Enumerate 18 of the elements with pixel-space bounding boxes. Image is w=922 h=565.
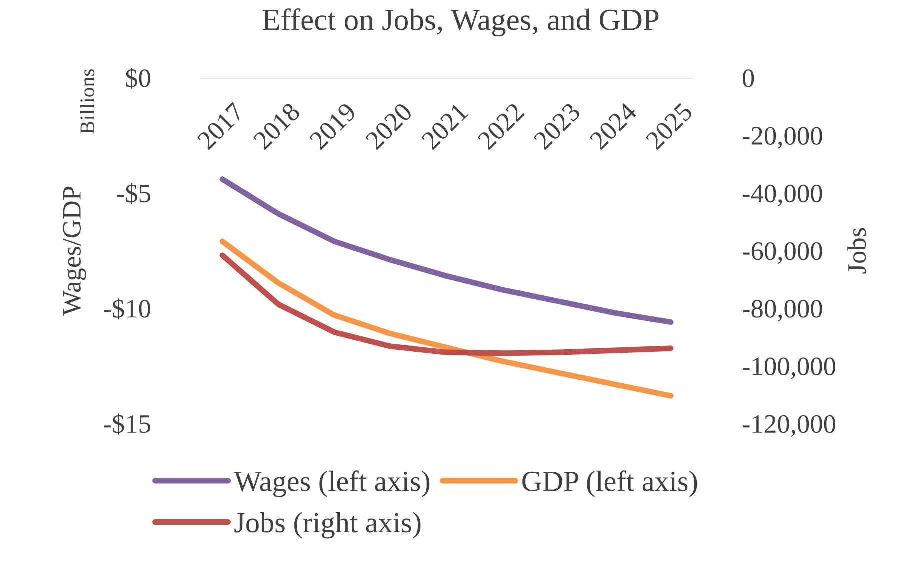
- y2-tick-label: -40,000: [742, 184, 822, 206]
- legend-label: GDP (left axis): [522, 470, 698, 498]
- legend-label: Jobs (right axis): [234, 512, 421, 539]
- y-tick-label: $0: [126, 68, 150, 90]
- y2-axis-title: Jobs: [848, 228, 866, 274]
- y-tick-label: -$10: [104, 298, 150, 320]
- legend-label: Wages (left axis): [234, 470, 430, 498]
- y-tick-label: -$15: [104, 414, 150, 435]
- y-axis-title: Wages/GDP: [63, 187, 86, 316]
- y2-tick-label: -120,000: [742, 415, 836, 437]
- y2-tick-label: -80,000: [742, 300, 822, 322]
- text: Billions: [80, 69, 95, 134]
- y-tick-label: -$5: [117, 183, 150, 204]
- y2-tick-label: 0: [742, 70, 754, 88]
- y2-tick-label: -20,000: [742, 127, 822, 149]
- chart-title: Effect on Jobs, Wages, and GDP: [262, 8, 659, 37]
- y2-tick-label: -60,000: [742, 242, 822, 264]
- y2-tick-label: -100,000: [742, 358, 836, 380]
